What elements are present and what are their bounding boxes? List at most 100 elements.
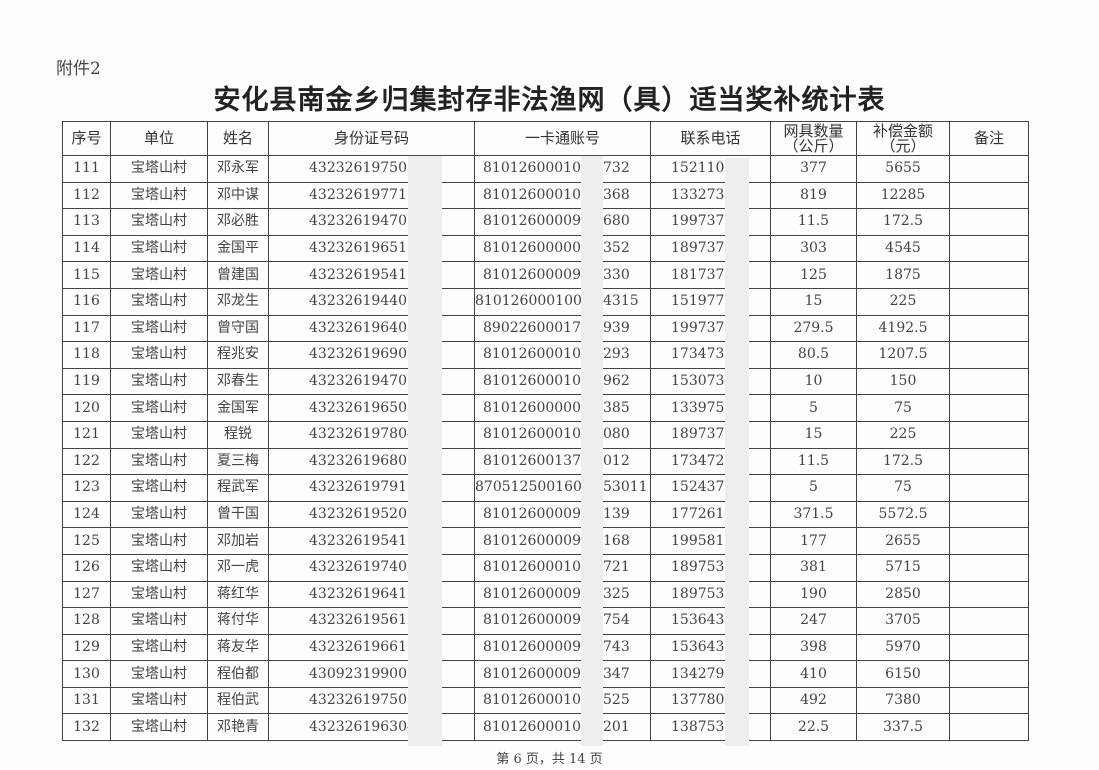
card-suffix: 962: [603, 373, 630, 390]
cell-no: 121: [62, 420, 111, 449]
cell-no: 114: [62, 234, 111, 263]
cell-qty: 11.5: [770, 447, 857, 476]
cell-unit: 宝塔山村: [110, 580, 208, 609]
cell-card: 81012600010 721: [474, 553, 651, 582]
cell-amount: 1875: [856, 261, 950, 289]
redaction-id: [408, 156, 442, 746]
cell-note: [949, 234, 1029, 263]
cell-amount: 2655: [856, 527, 950, 555]
column-header: 单位: [110, 121, 208, 156]
cell-name: 程伯都: [207, 660, 269, 688]
card-prefix: 81012600010: [483, 373, 581, 390]
cell-unit: 宝塔山村: [110, 287, 208, 316]
cell-id: 4309231990010: [268, 660, 475, 688]
column-header: 身份证号码: [268, 121, 475, 156]
cell-unit: 宝塔山村: [110, 261, 208, 289]
card-prefix: 81012600009: [483, 638, 581, 655]
page-title: 安化县南金乡归集封存非法渔网（具）适当奖补统计表: [213, 85, 886, 116]
cell-card: 81012600010 201: [474, 713, 651, 742]
card-prefix: 81012600010: [483, 426, 581, 443]
cell-qty: 303: [770, 234, 857, 263]
cell-qty: 177: [770, 527, 857, 555]
card-prefix: 81012600000: [483, 240, 581, 257]
attachment-label: 附件2: [56, 59, 101, 79]
cell-id: 4323261968010: [268, 447, 475, 476]
cell-name: 邓中谋: [207, 181, 269, 210]
cell-card: 81012600009 325: [474, 580, 651, 609]
cell-no: 120: [62, 394, 111, 422]
cell-id: 4323261964030: [268, 314, 475, 343]
cell-phone: 1817370: [650, 261, 771, 289]
cell-amount: 5572.5: [856, 500, 950, 529]
cell-no: 125: [62, 527, 111, 555]
cell-note: [949, 713, 1029, 742]
table-row: 119 宝塔山村 邓春生 4323261947060 81012600010 962 153…: [62, 367, 1029, 396]
cell-qty: 247: [770, 607, 857, 635]
column-header: 姓名: [207, 121, 269, 156]
cell-card: 81012600009 347: [474, 660, 651, 688]
table-row: 111 宝塔山村 邓永军 4323261975050 81012600010 732 152…: [62, 155, 1029, 183]
card-prefix: 81012600009: [483, 665, 581, 682]
table-row: 118 宝塔山村 程兆安 4323261969091 81012600010 293 173…: [62, 341, 1029, 369]
table-row: 128 宝塔山村 蒋付华 4323261956121 81012600009 754 153…: [62, 607, 1029, 635]
card-suffix: 385: [603, 399, 630, 416]
cell-qty: 5: [770, 394, 857, 422]
page-footer: 第 6 页，共 14 页: [496, 752, 603, 767]
table-header-row: 序号 单位 姓名 身份证号码 一卡通账号 联系电话 网具数量 （公斤） 补偿金额 （元） 备注: [62, 121, 1029, 156]
cell-unit: 宝塔山村: [110, 341, 208, 369]
cell-phone: 1997374: [650, 314, 771, 343]
cell-card: 81012600009 680: [474, 208, 651, 236]
table-row: 120 宝塔山村 金国军 4323261965050 81012600000 385 133…: [62, 394, 1029, 422]
cell-id: 4323261956121: [268, 607, 475, 635]
cell-unit: 宝塔山村: [110, 607, 208, 635]
card-suffix: 754: [603, 612, 630, 629]
cell-id: 4323261975051: [268, 686, 475, 715]
cell-note: [949, 500, 1029, 529]
card-prefix: 81012600000: [483, 399, 581, 416]
cell-phone: 1519776: [650, 287, 771, 316]
cell-qty: 410: [770, 660, 857, 688]
cell-card: 81012600010 293: [474, 341, 651, 369]
cell-unit: 宝塔山村: [110, 420, 208, 449]
card-suffix: 939: [603, 319, 630, 336]
cell-qty: 5: [770, 474, 857, 502]
cell-name: 程武军: [207, 474, 269, 502]
cell-qty: 15: [770, 420, 857, 449]
cell-id: 4323261975050: [268, 155, 475, 183]
table-row: 130 宝塔山村 程伯都 4309231990010 81012600009 347 134…: [62, 660, 1029, 688]
cell-id: 4323261963040: [268, 713, 475, 742]
cell-id: 4323261977110: [268, 181, 475, 210]
cell-amount: 5655: [856, 155, 950, 183]
cell-no: 124: [62, 500, 111, 529]
cell-note: [949, 607, 1029, 635]
card-prefix: 8705125001602: [475, 479, 591, 496]
cell-amount: 150: [856, 367, 950, 396]
cell-qty: 381: [770, 553, 857, 582]
cell-name: 曾干国: [207, 500, 269, 529]
cell-unit: 宝塔山村: [110, 660, 208, 688]
cell-note: [949, 553, 1029, 582]
cell-no: 128: [62, 607, 111, 635]
table-row: 117 宝塔山村 曾守国 4323261964030 89022600017 939 199…: [62, 314, 1029, 343]
cell-no: 129: [62, 633, 111, 662]
card-prefix: 81012600009: [483, 506, 581, 523]
cell-phone: 1530737: [650, 367, 771, 396]
cell-name: 程兆安: [207, 341, 269, 369]
card-prefix: 81012600009: [483, 585, 581, 602]
cell-phone: 1772618: [650, 500, 771, 529]
cell-id: 4323261947081: [268, 208, 475, 236]
cell-amount: 225: [856, 420, 950, 449]
card-prefix: 81012600009: [483, 213, 581, 230]
cell-id: 4323261952021: [268, 500, 475, 529]
table-row: 115 宝塔山村 曾建国 4323261954112 81012600009 330 181…: [62, 261, 1029, 289]
cell-id: 4323261965103: [268, 234, 475, 263]
card-prefix: 89022600017: [483, 319, 581, 336]
cell-no: 112: [62, 181, 111, 210]
cell-no: 119: [62, 367, 111, 396]
card-prefix: 81012600010: [483, 559, 581, 576]
cell-name: 邓加岩: [207, 527, 269, 555]
cell-phone: 1536431: [650, 607, 771, 635]
cell-name: 邓必胜: [207, 208, 269, 236]
cell-note: [949, 420, 1029, 449]
